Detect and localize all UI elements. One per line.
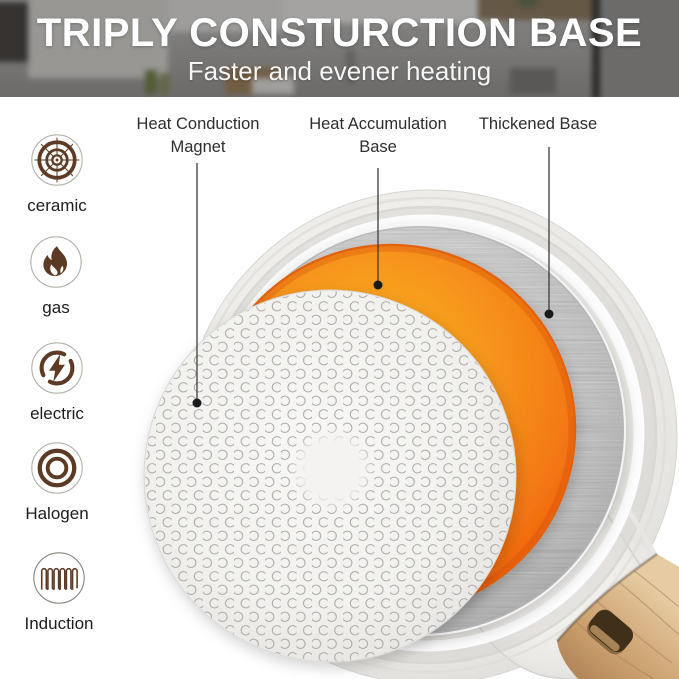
callout-text: Thickened Base [478, 115, 598, 133]
hob-label: electric [30, 404, 84, 423]
callout-dot-heat-accumulation [373, 280, 383, 290]
induction-coil-icon [33, 552, 85, 604]
callout-text: Heat Accumulation [309, 115, 447, 133]
callout-dots [192, 280, 554, 408]
callout-dot-heat-conduction [192, 398, 202, 408]
kitchen-backdrop [0, 0, 679, 97]
ceramic-hob-icon [31, 134, 83, 186]
callout-lines [196, 147, 550, 400]
backdrop-shape [252, 78, 294, 94]
banner-dark-overlay [0, 0, 679, 97]
hob-item-ceramic: ceramic [0, 132, 117, 215]
backdrop-shape [283, 0, 498, 24]
callout-label-heat-accumulation-base: Heat Accumulation Base [309, 113, 447, 159]
backdrop-shape [28, 0, 168, 78]
banner: TRIPLY CONSTURCTION BASE Faster and even… [0, 0, 679, 97]
callout-text: Heat Conduction [136, 115, 260, 133]
gas-flame-icon [30, 236, 82, 288]
pan-base-illustration [143, 147, 679, 679]
callout-text: Magnet [170, 138, 226, 156]
electric-bolt-icon [31, 342, 83, 394]
backdrop-shape [160, 73, 169, 94]
backdrop-shape [600, 0, 679, 97]
hob-label: ceramic [27, 196, 87, 215]
backdrop-shape [510, 68, 556, 94]
halogen-rings-icon [31, 442, 83, 494]
heat-conduction-magnet-disc [143, 289, 517, 663]
backdrop-shape [478, 0, 596, 20]
hob-item-halogen: Halogen [0, 440, 117, 523]
hob-label: Halogen [25, 504, 89, 523]
backdrop-shape [0, 2, 28, 62]
banner-subtitle: Faster and evener heating [187, 55, 492, 86]
banner-title: TRIPLY CONSTURCTION BASE [36, 10, 643, 55]
callout-label-thickened-base: Thickened Base [479, 113, 597, 136]
backdrop-shape [168, 0, 283, 32]
callout-text: Base [359, 138, 397, 156]
hob-item-induction: Induction [0, 550, 119, 633]
handle-hanging-hole [586, 609, 634, 655]
wood-handle [555, 552, 679, 679]
backdrop-shape [518, 0, 538, 6]
backdrop-shape [592, 0, 600, 97]
backdrop-shape [346, 50, 355, 84]
hob-label: gas [42, 298, 70, 317]
hob-item-gas: gas [0, 234, 116, 317]
backdrop-shape [145, 70, 157, 94]
hob-label: Induction [24, 614, 94, 633]
diagram-stage: Heat Conduction Magnet Heat Accumulation… [0, 97, 679, 679]
callout-label-heat-conduction-magnet: Heat Conduction Magnet [137, 113, 260, 159]
hob-item-electric: electric [0, 340, 117, 423]
banner-text: TRIPLY CONSTURCTION BASE Faster and even… [0, 0, 679, 97]
callout-dot-thickened-base [544, 309, 554, 319]
